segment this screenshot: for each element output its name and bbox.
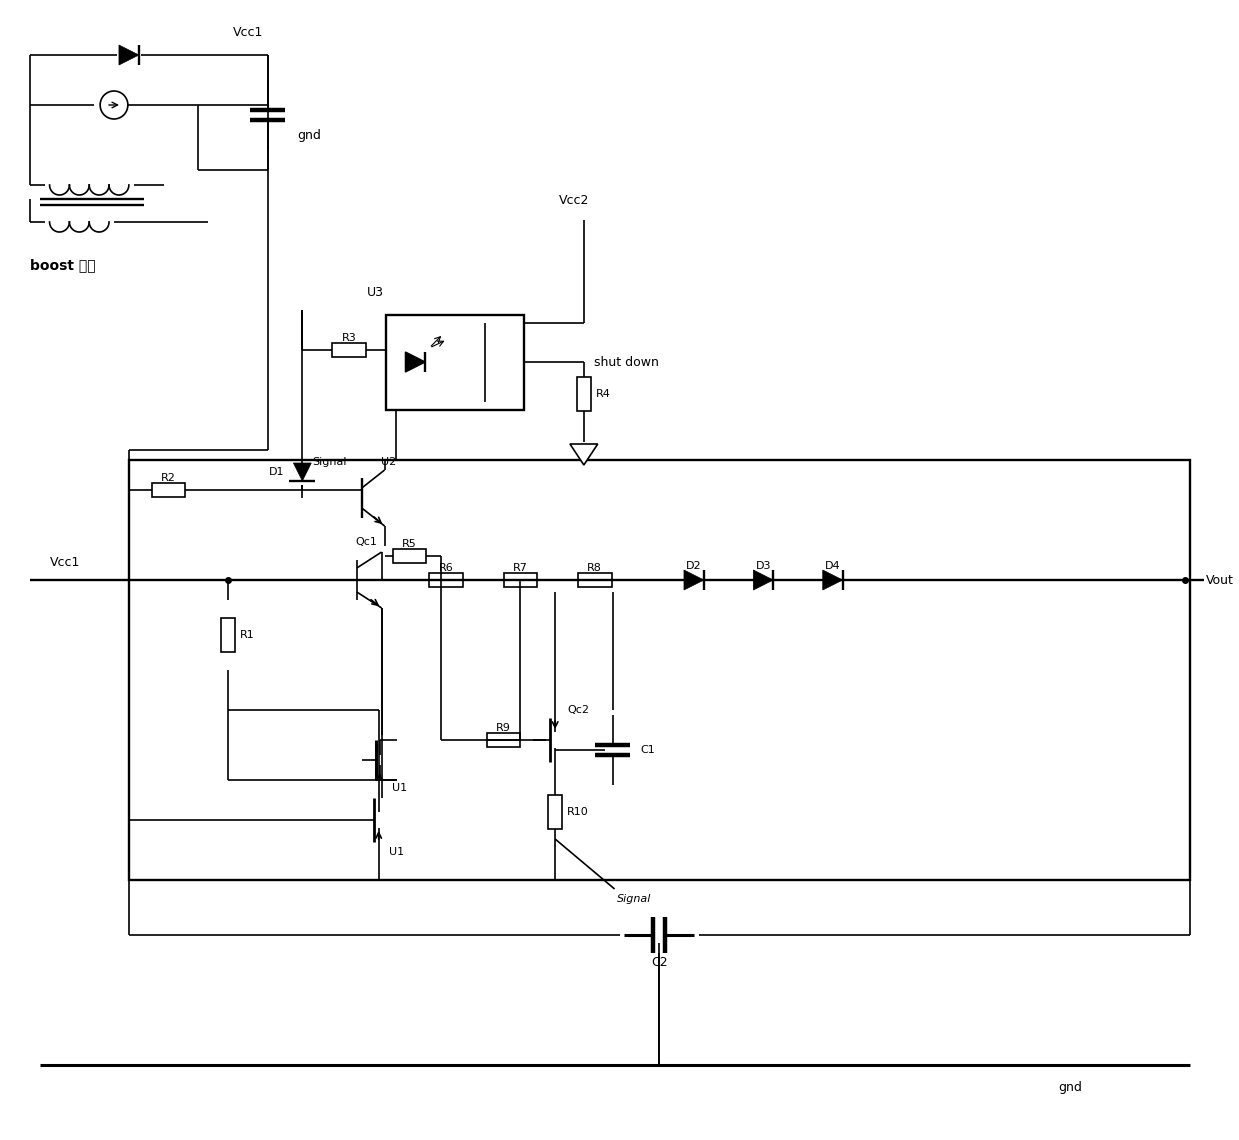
- Text: Qc2: Qc2: [567, 705, 589, 715]
- Text: U1: U1: [392, 783, 408, 793]
- Text: D3: D3: [756, 561, 771, 571]
- Text: Qc1: Qc1: [356, 537, 378, 547]
- Bar: [393, 549, 426, 563]
- Text: boost 电路: boost 电路: [30, 258, 95, 272]
- Text: C1: C1: [641, 746, 655, 755]
- Text: D1: D1: [269, 467, 285, 477]
- Text: gnd: gnd: [1058, 1081, 1083, 1093]
- Text: Vcc1: Vcc1: [233, 26, 263, 40]
- Bar: [503, 573, 538, 587]
- Text: Vcc1: Vcc1: [50, 555, 81, 569]
- Text: U2: U2: [380, 457, 396, 467]
- Polygon shape: [684, 570, 704, 591]
- Polygon shape: [405, 352, 425, 372]
- Text: D2: D2: [686, 561, 701, 571]
- Polygon shape: [570, 443, 597, 465]
- Text: Signal: Signal: [617, 894, 652, 904]
- Bar: [129, 461, 1189, 880]
- Bar: [151, 483, 186, 497]
- Bar: [548, 795, 563, 829]
- Text: C2: C2: [650, 956, 668, 969]
- Text: gnd: gnd: [297, 129, 321, 141]
- Text: Signal: Signal: [312, 457, 347, 467]
- Polygon shape: [294, 463, 311, 481]
- Text: D4: D4: [825, 561, 840, 571]
- Bar: [221, 618, 235, 652]
- Text: R6: R6: [439, 563, 453, 573]
- Bar: [577, 573, 612, 587]
- Text: Vcc2: Vcc2: [559, 194, 589, 206]
- Text: R8: R8: [587, 563, 602, 573]
- Text: Vout: Vout: [1207, 573, 1234, 586]
- Text: shut down: shut down: [593, 356, 659, 368]
- Bar: [385, 315, 524, 410]
- Polygon shape: [823, 570, 843, 591]
- Text: R2: R2: [161, 473, 176, 483]
- Text: R3: R3: [342, 333, 357, 343]
- Text: U3: U3: [367, 286, 384, 300]
- Text: R5: R5: [401, 539, 416, 549]
- Text: U1: U1: [389, 847, 404, 857]
- Polygon shape: [753, 570, 773, 591]
- Bar: [332, 343, 366, 357]
- Bar: [577, 377, 591, 412]
- Bar: [429, 573, 463, 587]
- Text: R10: R10: [567, 807, 589, 817]
- Text: R7: R7: [513, 563, 528, 573]
- Text: R9: R9: [496, 723, 510, 733]
- Polygon shape: [119, 44, 139, 65]
- Bar: [487, 733, 520, 747]
- Text: R1: R1: [240, 630, 255, 640]
- Text: R4: R4: [596, 389, 611, 399]
